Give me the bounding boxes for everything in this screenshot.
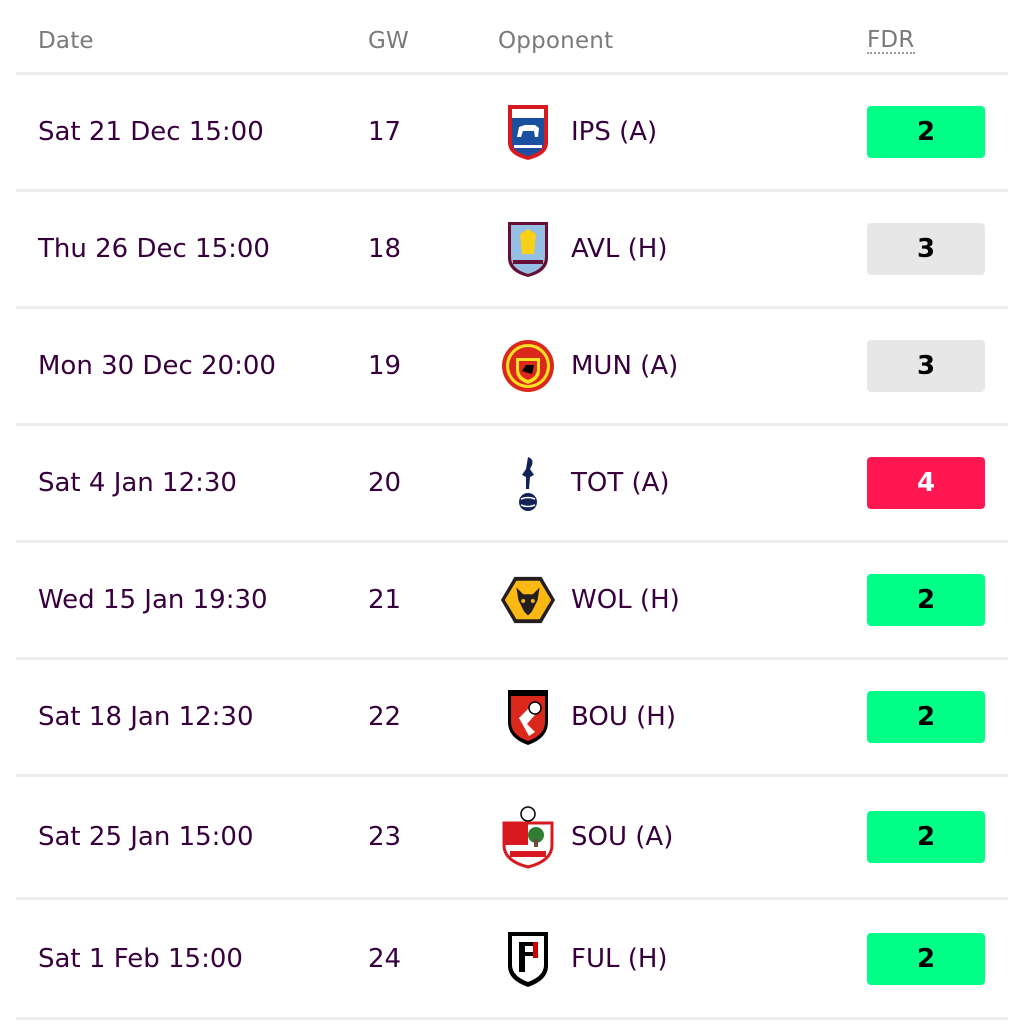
header-date: Date — [38, 28, 94, 54]
fixture-opponent: TOT (A) — [571, 468, 670, 498]
table-row: Sat 18 Jan 12:30 22 BOU (H) 2 — [16, 660, 1008, 777]
fdr-badge: 2 — [867, 932, 985, 985]
fixture-opponent: AVL (H) — [571, 234, 668, 264]
table-row: Wed 15 Jan 19:30 21 WOL (H) 2 — [16, 543, 1008, 660]
fixture-opponent: WOL (H) — [571, 585, 680, 615]
fdr-badge: 4 — [867, 457, 985, 509]
fixture-date: Sat 18 Jan 12:30 — [38, 702, 254, 732]
table-row: Thu 26 Dec 15:00 18 AVL (H) 3 — [16, 192, 1008, 309]
fixture-date: Sat 4 Jan 12:30 — [38, 468, 237, 498]
aston-villa-badge-icon — [500, 219, 556, 279]
fixture-date: Sat 21 Dec 15:00 — [38, 117, 264, 147]
table-row: Mon 30 Dec 20:00 19 MUN (A) 3 — [16, 309, 1008, 426]
fixture-date: Sat 25 Jan 15:00 — [38, 822, 254, 852]
table-header: Date GW Opponent FDR — [16, 0, 1008, 75]
fdr-badge: 2 — [867, 691, 985, 743]
fulham-badge-icon — [500, 929, 556, 989]
table-row: Sat 21 Dec 15:00 17 IPS (A) 2 — [16, 75, 1008, 192]
fixture-opponent: FUL (H) — [571, 943, 668, 974]
fdr-badge: 3 — [867, 223, 985, 275]
fixture-opponent: BOU (H) — [571, 702, 676, 732]
fixture-gameweek: 18 — [368, 234, 402, 264]
fdr-badge: 2 — [867, 811, 985, 863]
tottenham-badge-icon — [500, 453, 556, 513]
fixture-gameweek: 21 — [368, 585, 402, 615]
fixture-date: Mon 30 Dec 20:00 — [38, 351, 276, 381]
fixture-gameweek: 22 — [368, 702, 402, 732]
fixture-gameweek: 24 — [368, 943, 402, 974]
bournemouth-badge-icon — [500, 687, 556, 747]
ipswich-badge-icon — [500, 102, 556, 162]
table-row: Sat 1 Feb 15:00 24 FUL (H) 2 — [16, 900, 1008, 1020]
man-utd-badge-icon — [500, 336, 556, 396]
fdr-badge: 3 — [867, 340, 985, 392]
header-gameweek: GW — [368, 28, 409, 54]
header-fdr[interactable]: FDR — [867, 27, 915, 54]
header-opponent: Opponent — [498, 28, 614, 54]
southampton-badge-icon — [500, 806, 556, 869]
wolves-badge-icon — [500, 570, 556, 630]
fixture-gameweek: 20 — [368, 468, 402, 498]
fixture-gameweek: 17 — [368, 117, 402, 147]
table-row: Sat 4 Jan 12:30 20 TOT (A) 4 — [16, 426, 1008, 543]
fdr-badge: 2 — [867, 574, 985, 626]
fixture-date: Sat 1 Feb 15:00 — [38, 943, 243, 974]
fixture-opponent: SOU (A) — [571, 822, 674, 852]
table-row: Sat 25 Jan 15:00 23 SOU (A) 2 — [16, 777, 1008, 900]
fixture-gameweek: 23 — [368, 822, 402, 852]
fixture-opponent: MUN (A) — [571, 351, 679, 381]
fixture-date: Thu 26 Dec 15:00 — [38, 234, 270, 264]
fdr-badge: 2 — [867, 106, 985, 158]
fixture-gameweek: 19 — [368, 351, 402, 381]
fixture-date: Wed 15 Jan 19:30 — [38, 585, 268, 615]
fixture-opponent: IPS (A) — [571, 117, 658, 147]
